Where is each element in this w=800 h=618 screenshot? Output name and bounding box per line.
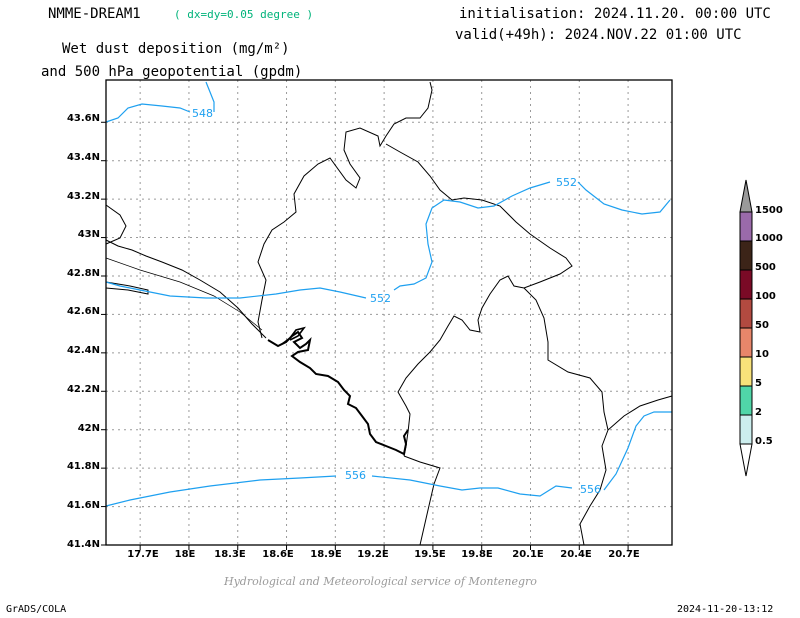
lat-label: 43.4N — [66, 152, 100, 163]
montenegro-coastline — [267, 330, 409, 456]
lon-label: 20.4E — [560, 549, 592, 560]
variable-title-line1: Wet dust deposition (mg/m²) — [62, 41, 290, 57]
contour-556 — [105, 411, 672, 507]
lat-label: 42.4N — [66, 345, 100, 356]
resolution-note: ( dx=dy=0.05 degree ) — [174, 8, 314, 21]
lat-label: 41.4N — [66, 539, 100, 550]
lon-label: 18.6E — [262, 549, 294, 560]
contour-label-556-a: 556 — [345, 469, 366, 482]
border-bosnia-montenegro — [105, 204, 127, 245]
lat-label: 42.2N — [66, 384, 100, 395]
plot-frame — [105, 79, 673, 546]
colorbar-label: 50 — [755, 320, 769, 331]
geopotential-contours — [105, 81, 672, 507]
lon-label: 17.7E — [127, 549, 159, 560]
colorbar — [739, 179, 753, 477]
colorbar-swatch — [739, 269, 753, 300]
valid-time: valid(+49h): 2024.NOV.22 01:00 UTC — [455, 27, 742, 43]
lon-label: 20.7E — [608, 549, 640, 560]
model-name: NMME-DREAM1 — [48, 6, 141, 22]
contour-label-552-b: 552 — [370, 292, 391, 305]
initialisation-time: initialisation: 2024.11.20. 00:00 UTC — [459, 6, 771, 22]
border-macedonia — [607, 395, 673, 431]
lat-label: 42.6N — [66, 306, 100, 317]
contour-548 — [105, 81, 215, 123]
colorbar-swatch — [739, 385, 753, 416]
colorbar-label: 2 — [755, 407, 762, 418]
colorbar-label: 500 — [755, 262, 776, 273]
lon-label: 18.3E — [214, 549, 246, 560]
software-label: GrADS/COLA — [6, 604, 67, 615]
border-croatia-coast — [105, 239, 267, 339]
contour-label-548: 548 — [192, 107, 213, 120]
generated-timestamp: 2024-11-20-13:12 — [677, 604, 774, 615]
lat-label: 42N — [77, 423, 100, 434]
credit-watermark: Hydrological and Meteorological service … — [224, 575, 537, 588]
lon-label: 18.9E — [310, 549, 342, 560]
lon-label: 20.1E — [512, 549, 544, 560]
colorbar-swatch — [739, 414, 753, 445]
lon-label: 19.5E — [414, 549, 446, 560]
colorbar-label: 1000 — [755, 233, 783, 244]
colorbar-swatch — [739, 327, 753, 358]
lon-label: 18E — [174, 549, 196, 560]
contour-552-north — [105, 181, 671, 299]
lon-label: 19.8E — [461, 549, 493, 560]
colorbar-label: 10 — [755, 349, 769, 360]
colorbar-bottom-arrow — [739, 443, 753, 477]
coast-thin-line — [105, 257, 263, 331]
map-gridlines — [106, 80, 672, 545]
border-kosovo-albania — [523, 287, 609, 546]
kotor-bay — [281, 326, 306, 345]
border-montenegro-west — [257, 81, 433, 339]
border-albania-north — [403, 455, 441, 546]
axis-ticks — [101, 121, 629, 550]
colorbar-swatch — [739, 298, 753, 329]
colorbar-label: 5 — [755, 378, 762, 389]
colorbar-swatch — [739, 240, 753, 271]
variable-title-line2: and 500 hPa geopotential (gpdm) — [41, 64, 303, 80]
border-montenegro-serbia — [385, 143, 573, 457]
contour-label-552-a: 552 — [556, 176, 577, 189]
country-borders — [105, 81, 673, 546]
lon-label: 19.2E — [357, 549, 389, 560]
lat-label: 43.6N — [66, 113, 100, 124]
colorbar-label: 100 — [755, 291, 776, 302]
colorbar-swatch — [739, 356, 753, 387]
colorbar-top-arrow — [739, 179, 753, 213]
colorbar-label: 1500 — [755, 205, 783, 216]
colorbar-label: 0.5 — [755, 436, 773, 447]
lat-label: 43.2N — [66, 191, 100, 202]
lat-label: 41.8N — [66, 461, 100, 472]
lat-label: 42.8N — [66, 268, 100, 279]
colorbar-swatch — [739, 211, 753, 242]
lat-label: 41.6N — [66, 500, 100, 511]
contour-label-556-b: 556 — [580, 483, 601, 496]
lat-label: 43N — [77, 229, 100, 240]
